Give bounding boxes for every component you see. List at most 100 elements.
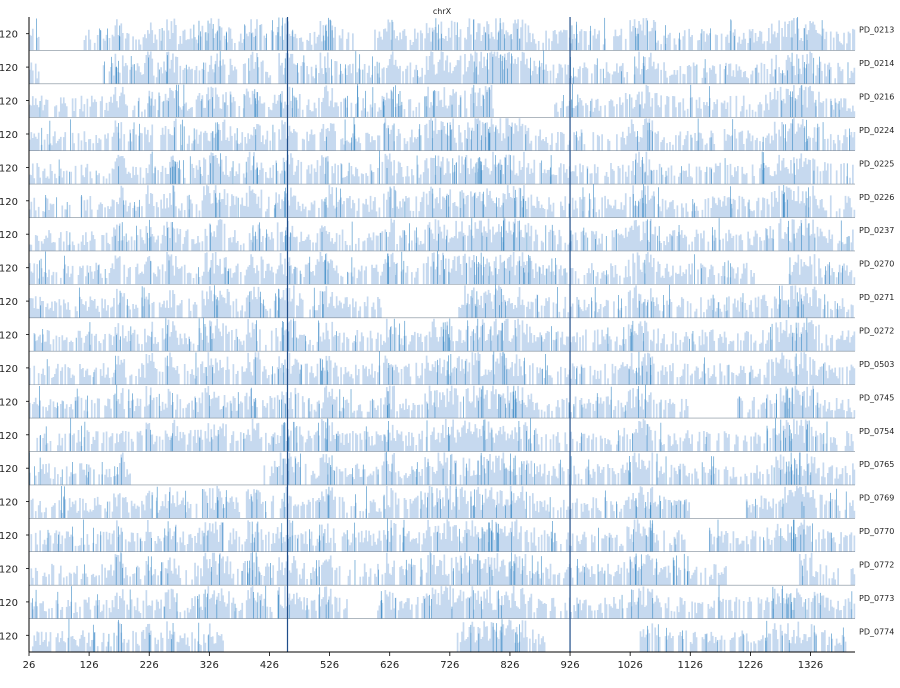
coverage-area <box>29 452 856 485</box>
coverage-spikes <box>47 518 832 552</box>
coverage-area <box>29 285 854 318</box>
sample-label: PD_0237 <box>859 226 894 235</box>
y-tick-label: 120 <box>0 331 18 342</box>
chart-title: chrX <box>433 7 452 16</box>
y-tick-label: 120 <box>0 531 18 542</box>
coverage-area <box>30 586 856 619</box>
coverage-spikes <box>45 184 809 218</box>
coverage-area <box>29 251 856 285</box>
sample-label: PD_0754 <box>859 427 894 436</box>
x-tick-label: 1026 <box>617 660 642 671</box>
track-PD_0271: 120 PD_0271 <box>0 284 894 319</box>
y-tick-label: 120 <box>0 598 18 609</box>
coverage-area <box>30 519 856 552</box>
sample-label: PD_0270 <box>859 260 894 269</box>
track-PD_0272: 120 PD_0272 <box>0 317 894 352</box>
coverage-spikes <box>40 418 828 452</box>
y-tick-label: 120 <box>0 163 18 174</box>
x-tick-label: 826 <box>500 660 519 671</box>
sample-label: PD_0774 <box>859 627 894 636</box>
track-PD_0216: 120 PD_0216 <box>0 84 894 118</box>
coverage-spikes <box>46 351 824 385</box>
coverage-spikes <box>58 150 848 185</box>
x-tick-label: 326 <box>200 660 219 671</box>
y-tick-label: 120 <box>0 264 18 275</box>
y-tick-label: 120 <box>0 397 18 408</box>
track-PD_0769: 120 PD_0769 <box>0 485 894 519</box>
track-PD_0503: 120 PD_0503 <box>0 351 894 385</box>
track-PD_0772: 120 PD_0772 <box>0 551 894 586</box>
y-tick-label: 120 <box>0 431 18 442</box>
x-tick-label: 1326 <box>798 660 823 671</box>
axes: 26 126 226 326 426 526 626 726 826 926 1026 1126 122… <box>23 17 855 671</box>
sample-label: PD_0226 <box>859 193 894 202</box>
y-tick-label: 120 <box>0 464 18 475</box>
sample-label: PD_0773 <box>859 594 894 603</box>
coverage-area <box>29 151 854 185</box>
track-PD_0765: 120 PD_0765 <box>0 451 894 486</box>
coverage-spikes <box>32 585 853 619</box>
track-PD_0754: 120 PD_0754 <box>0 418 894 452</box>
coverage-spikes <box>36 17 823 51</box>
coverage-spikes <box>41 117 850 151</box>
y-tick-label: 120 <box>0 130 18 141</box>
track-PD_0214: 120 PD_0214 <box>0 50 894 85</box>
track-PD_0225: 120 PD_0225 <box>0 150 894 185</box>
sample-label: PD_0745 <box>859 393 894 402</box>
y-tick-label: 120 <box>0 197 18 208</box>
x-tick-label: 1226 <box>738 660 763 671</box>
coverage-area <box>30 485 856 519</box>
coverage-spikes <box>39 251 843 285</box>
x-tick-label: 426 <box>260 660 279 671</box>
sample-label: PD_0503 <box>859 360 894 369</box>
y-tick-label: 120 <box>0 230 18 241</box>
coverage-area <box>30 552 856 586</box>
x-tick-label: 1126 <box>678 660 703 671</box>
sample-label: PD_0770 <box>859 527 894 536</box>
x-tick-label: 626 <box>380 660 399 671</box>
coverage-area <box>31 619 847 652</box>
coverage-spikes <box>29 451 812 485</box>
track-PD_0770: 120 PD_0770 <box>0 518 894 553</box>
track-PD_0237: 120 PD_0237 <box>0 217 894 252</box>
x-tick-label: 726 <box>440 660 459 671</box>
sample-label: PD_0225 <box>859 159 894 168</box>
sample-label: PD_0224 <box>859 126 894 135</box>
coverage-spikes <box>68 618 844 652</box>
y-tick-label: 120 <box>0 631 18 642</box>
y-tick-label: 120 <box>0 364 18 375</box>
track-PD_0224: 120 PD_0224 <box>0 117 894 151</box>
coverage-area <box>36 419 854 452</box>
coverage-area <box>33 318 856 352</box>
y-tick-label: 120 <box>0 297 18 308</box>
track-PD_0213: 120 PD_0213 <box>0 17 894 51</box>
y-tick-label: 120 <box>0 498 18 509</box>
x-tick-label: 226 <box>140 660 159 671</box>
coverage-area <box>29 18 856 51</box>
coverage-spikes <box>39 384 819 419</box>
track-PD_0774: 120 PD_0774 <box>0 618 894 653</box>
sample-label: PD_0765 <box>859 460 894 469</box>
coverage-spikes <box>69 217 850 251</box>
sample-label: PD_0769 <box>859 494 894 503</box>
coverage-area <box>29 352 856 385</box>
sample-label: PD_0772 <box>859 560 894 569</box>
coverage-spikes <box>61 486 847 519</box>
coverage-area <box>29 51 856 84</box>
coverage-spikes <box>34 317 808 352</box>
y-tick-label: 120 <box>0 564 18 575</box>
track-PD_0270: 120 PD_0270 <box>0 251 894 285</box>
x-tick-label: 126 <box>80 660 99 671</box>
coverage-spikes <box>39 84 840 118</box>
track-PD_0226: 120 PD_0226 <box>0 184 894 218</box>
sample-label: PD_0271 <box>859 293 894 302</box>
tracks: 120 PD_0213 120 PD_0214 120 PD_0216 120 PD_0224… <box>0 17 894 653</box>
sample-label: PD_0213 <box>859 26 894 35</box>
coverage-area <box>29 185 856 218</box>
coverage-spikes <box>40 284 838 318</box>
track-PD_0745: 120 PD_0745 <box>0 384 894 419</box>
x-tick-label: 926 <box>561 660 580 671</box>
x-tick-label: 26 <box>23 660 36 671</box>
